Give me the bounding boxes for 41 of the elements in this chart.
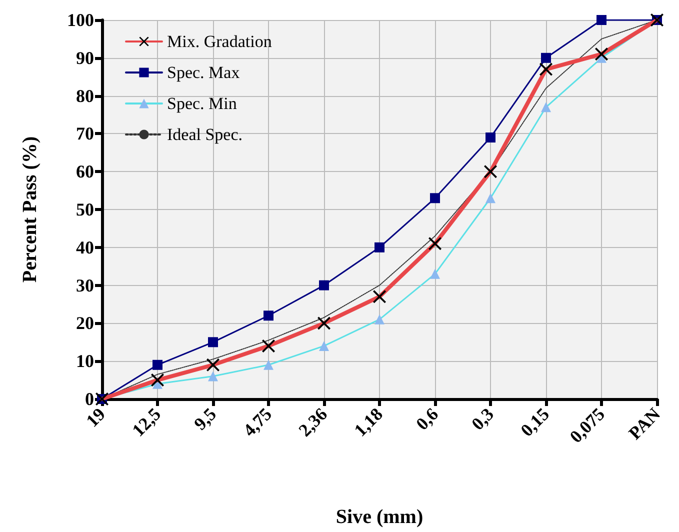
legend-label: Mix. Gradation [167, 32, 272, 51]
y-tick-label: 100 [67, 10, 94, 30]
point [596, 15, 606, 25]
point [430, 193, 440, 204]
y-tick-label: 90 [76, 48, 94, 68]
x-tick-label: 0,15 [516, 404, 554, 440]
x-tick-label: 0,3 [468, 404, 498, 434]
x-tick-label: 4,75 [239, 404, 276, 440]
legend-label: Spec. Max [167, 63, 240, 82]
x-tick-label: 2,36 [294, 404, 332, 440]
legend-label: Spec. Min [167, 94, 238, 113]
y-tick-label: 0 [85, 389, 94, 409]
y-tick-label: 80 [76, 86, 94, 106]
point [319, 340, 329, 351]
x-tick-label: 0,6 [412, 404, 442, 434]
y-tick-label: 10 [76, 351, 94, 372]
y-tick-label: 60 [76, 162, 94, 182]
point [541, 52, 551, 63]
point [374, 242, 384, 252]
x-axis-title: Sive (mm) [336, 506, 424, 528]
y-tick-label: 50 [76, 200, 94, 220]
point [374, 314, 384, 324]
point [152, 360, 162, 370]
x-tick-label: 9,5 [190, 404, 220, 434]
point [541, 102, 551, 112]
point [319, 280, 329, 290]
y-tick-label: 70 [76, 124, 94, 144]
legend-label: Ideal Spec. [167, 125, 243, 144]
y-tick-label: 20 [76, 313, 94, 334]
point [430, 268, 440, 279]
x-tick-label: 12,5 [128, 404, 165, 440]
point [264, 310, 274, 321]
point [486, 132, 496, 142]
x-tick-label: 1,18 [350, 404, 387, 440]
y-tick-label: 30 [76, 275, 94, 296]
point [486, 193, 496, 204]
point [264, 360, 274, 370]
y-tick-label: 40 [76, 237, 94, 258]
y-axis-title: Percent Pass (%) [19, 136, 41, 283]
point [208, 371, 218, 382]
point [208, 337, 218, 348]
